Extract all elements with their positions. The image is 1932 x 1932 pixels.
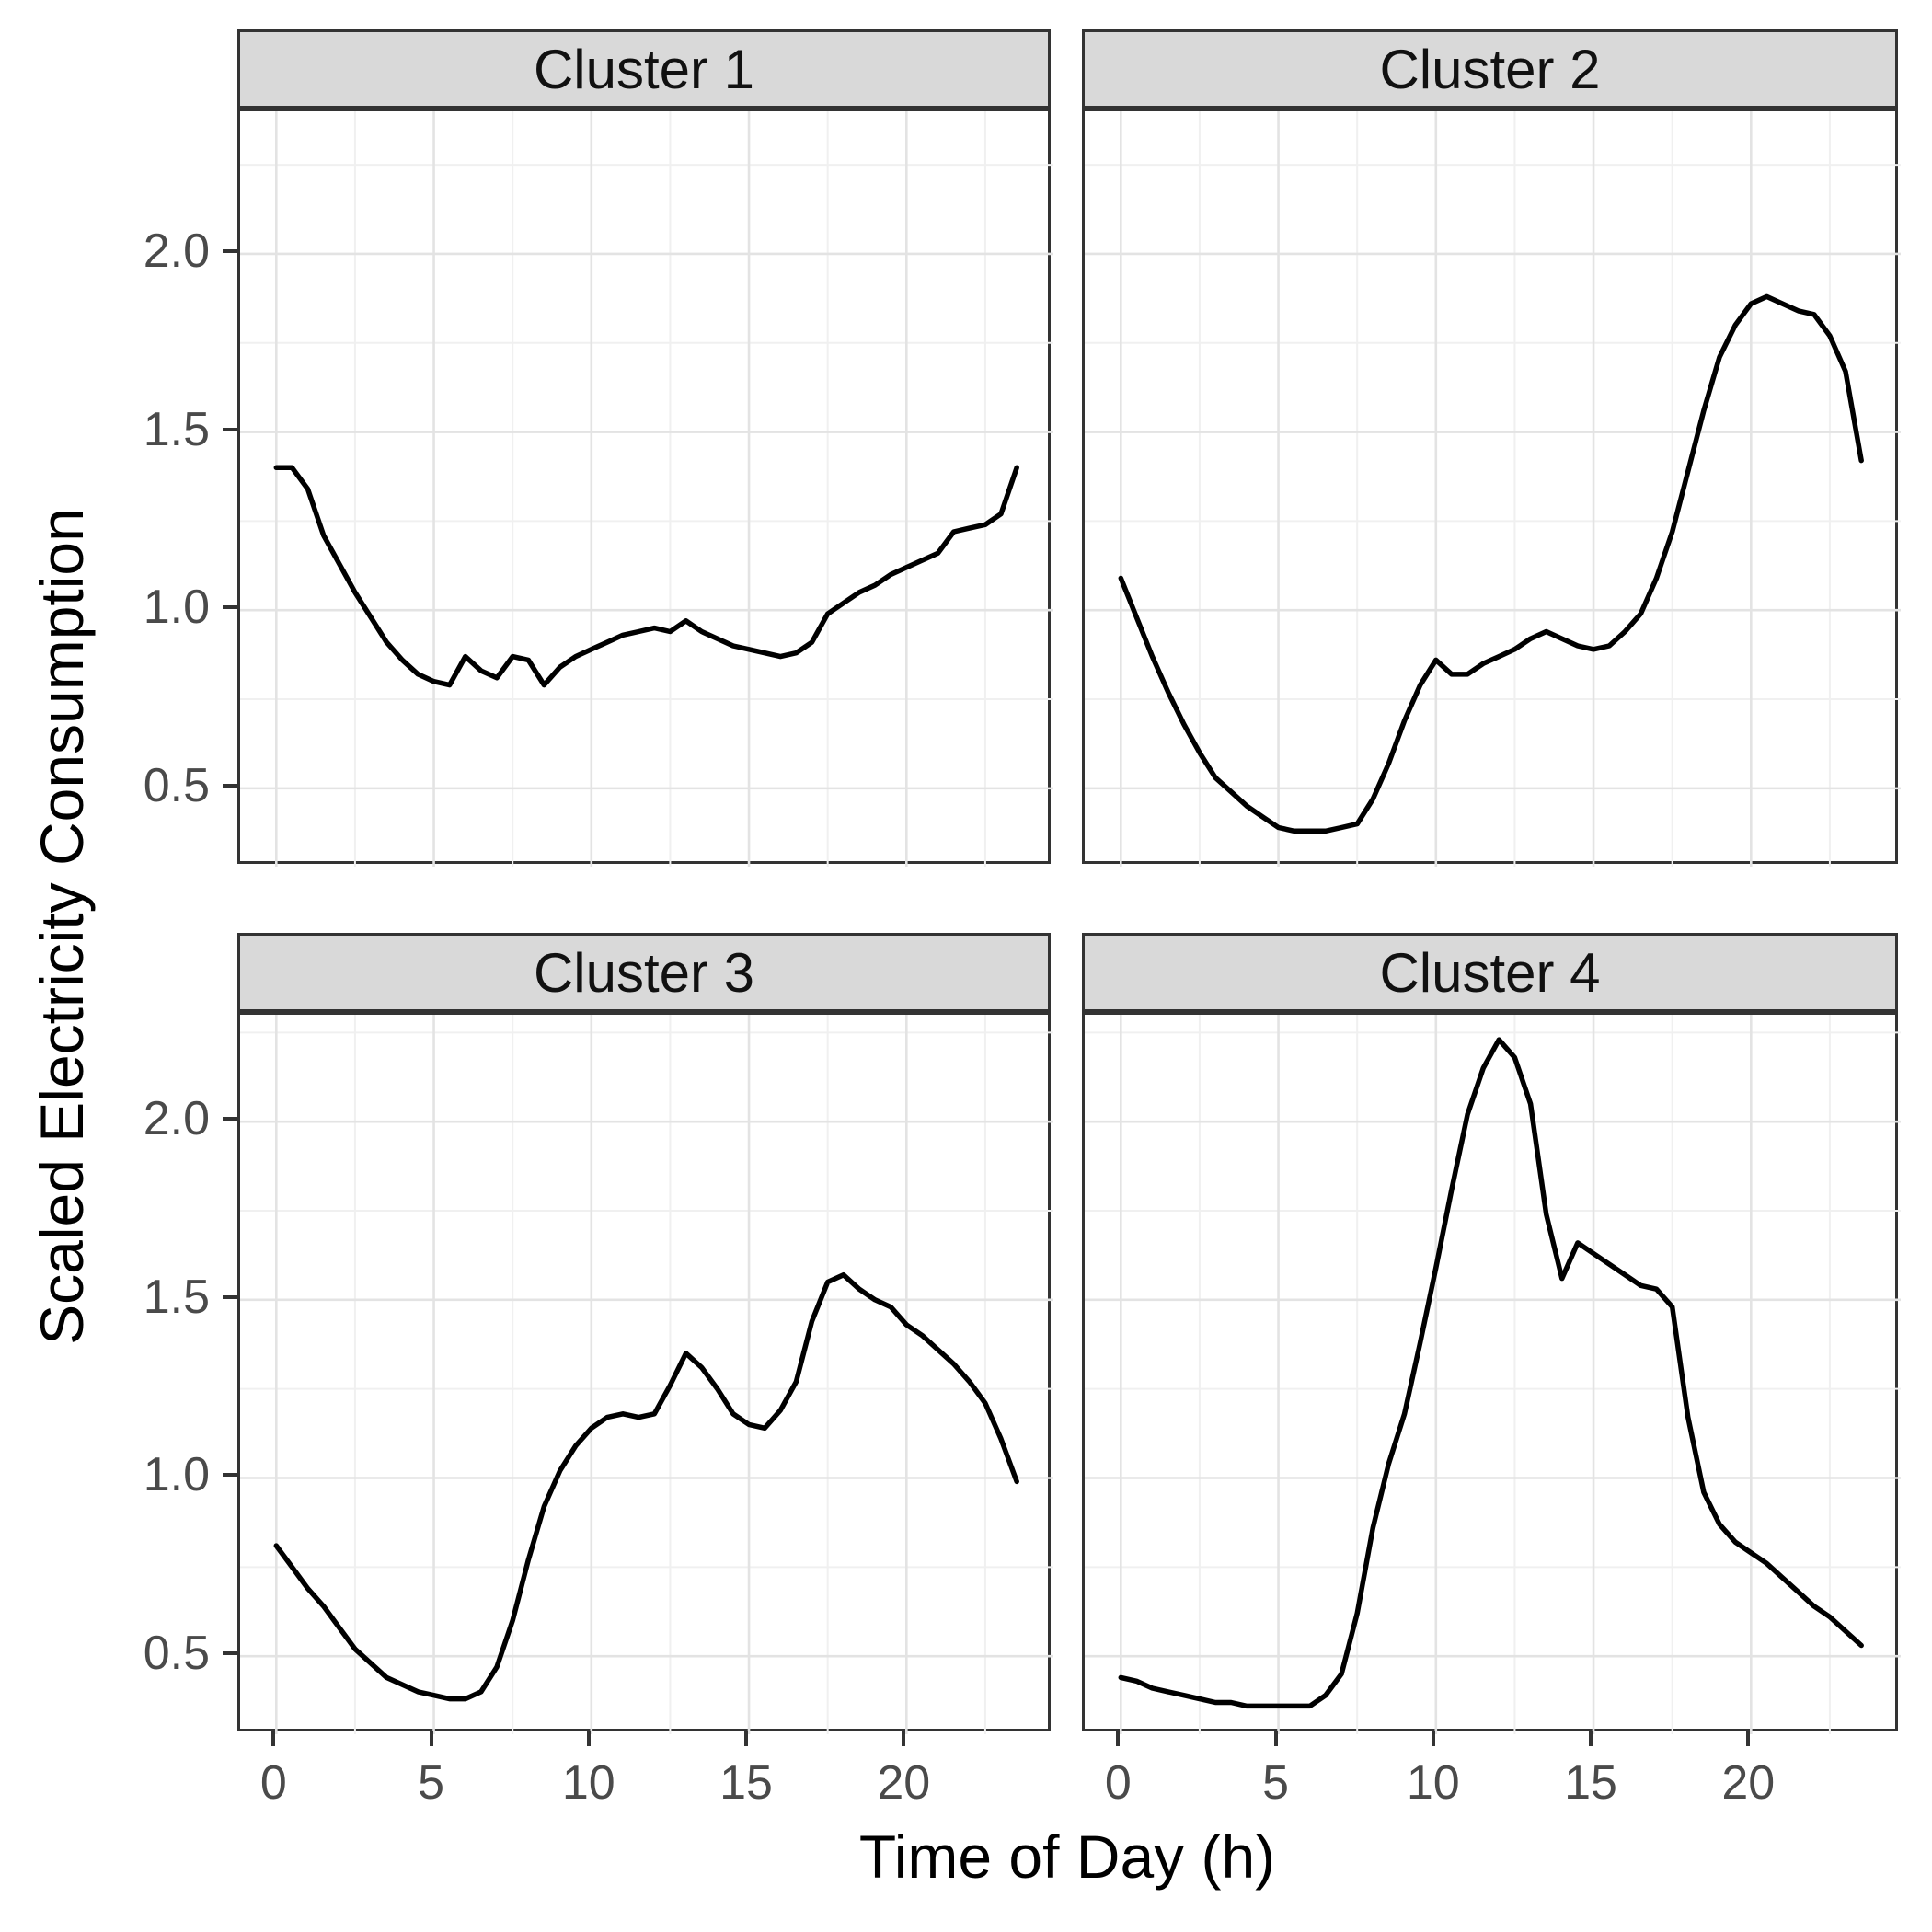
x-axis-tick [1116, 1731, 1121, 1746]
x-tick-label: 20 [1721, 1756, 1776, 1810]
y-tick-label: 1.5 [143, 1270, 210, 1324]
y-tick-label: 1.0 [143, 581, 210, 635]
y-tick-label: 2.0 [143, 224, 210, 278]
x-axis-tick [902, 1731, 906, 1746]
y-tick-label: 0.5 [143, 758, 210, 812]
y-axis-tick [223, 427, 237, 431]
facet-strip-cluster-1: Cluster 1 [237, 29, 1051, 109]
line-chart-svg [1085, 111, 1901, 867]
minor-gridlines [1085, 111, 1901, 867]
y-axis-tick [223, 605, 237, 610]
x-axis-tick [586, 1731, 591, 1746]
facet-panel-cluster-2 [1082, 109, 1901, 867]
line-chart-svg [240, 1015, 1053, 1734]
y-tick-label: 0.5 [143, 1627, 210, 1681]
facet-strip-label: Cluster 4 [1379, 941, 1601, 1004]
y-axis-tick [223, 1651, 237, 1656]
major-gridlines [240, 1015, 1053, 1734]
y-axis-tick [223, 248, 237, 253]
x-tick-label: 10 [561, 1756, 615, 1810]
y-axis-tick [223, 1294, 237, 1299]
minor-gridlines [1085, 1015, 1901, 1734]
x-tick-label: 15 [1564, 1756, 1617, 1810]
consumption-line-series [273, 465, 1019, 688]
y-axis-tick [223, 1473, 237, 1478]
x-axis-tick [271, 1731, 276, 1746]
x-axis-tick [1273, 1731, 1278, 1746]
y-axis-tick [223, 1117, 237, 1121]
major-gridlines [1085, 1015, 1901, 1734]
consumption-line-series [273, 1271, 1019, 1702]
facet-strip-cluster-3: Cluster 3 [237, 933, 1051, 1012]
minor-gridlines [240, 111, 1053, 867]
y-tick-label: 1.0 [143, 1448, 210, 1502]
facet-strip-cluster-2: Cluster 2 [1082, 29, 1898, 109]
facet-strip-label: Cluster 1 [533, 38, 755, 100]
x-axis-tick [429, 1731, 433, 1746]
x-tick-label: 5 [418, 1756, 444, 1810]
x-tick-label: 5 [1262, 1756, 1289, 1810]
x-axis-tick [1589, 1731, 1593, 1746]
x-tick-label: 0 [1104, 1756, 1132, 1810]
y-tick-label: 2.0 [143, 1092, 210, 1146]
x-tick-label: 10 [1406, 1756, 1460, 1810]
consumption-line-series [1118, 1037, 1864, 1709]
x-axis-tick [744, 1731, 749, 1746]
x-axis-tick [1431, 1731, 1435, 1746]
y-axis-tick [223, 783, 237, 788]
x-tick-label: 20 [877, 1756, 931, 1810]
line-chart-svg [1085, 1015, 1901, 1734]
facet-panel-cluster-1 [237, 109, 1053, 867]
x-axis-title: Time of Day (h) [858, 1823, 1276, 1891]
facet-strip-label: Cluster 3 [533, 941, 755, 1004]
line-chart-svg [240, 111, 1053, 867]
facet-panel-cluster-4 [1082, 1012, 1901, 1734]
facet-panel-cluster-3 [237, 1012, 1053, 1734]
major-gridlines [240, 111, 1053, 867]
minor-gridlines [240, 1015, 1053, 1734]
y-tick-label: 1.5 [143, 402, 210, 456]
consumption-line-series [1118, 293, 1864, 834]
x-tick-label: 15 [719, 1756, 773, 1810]
major-gridlines [1085, 111, 1901, 867]
x-axis-tick [1746, 1731, 1751, 1746]
x-tick-label: 0 [259, 1756, 287, 1810]
facet-strip-cluster-4: Cluster 4 [1082, 933, 1898, 1012]
y-axis-title: Scaled Electricity Consumption [28, 508, 96, 1345]
facet-strip-label: Cluster 2 [1379, 38, 1601, 100]
